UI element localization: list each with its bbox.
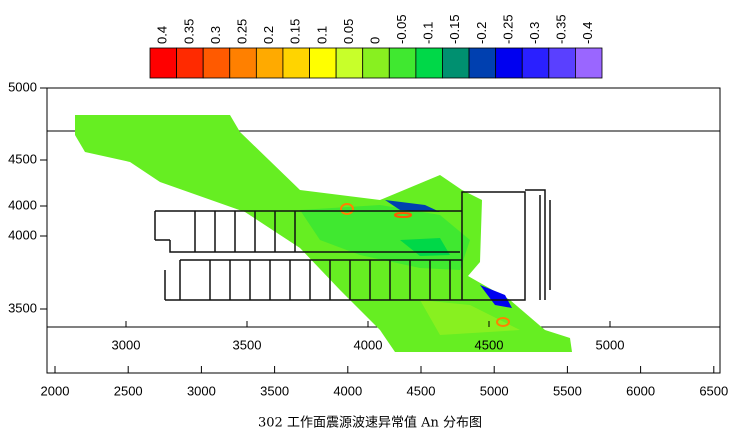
x-tick-label: 5500 xyxy=(553,383,582,398)
x-tick-label: 4000 xyxy=(333,383,362,398)
colorbar-cell xyxy=(415,47,443,79)
inner-x-tick-label: 3500 xyxy=(233,337,262,352)
colorbar-cell xyxy=(282,47,310,79)
colorbar-label: -0.05 xyxy=(394,14,409,44)
colorbar-cell xyxy=(176,47,204,79)
cut-lines xyxy=(194,211,451,300)
high-contour xyxy=(340,203,354,215)
field-patch xyxy=(420,300,520,335)
colorbar-cell xyxy=(575,47,603,79)
colorbar-cell xyxy=(149,47,177,79)
colorbar-cell xyxy=(442,47,470,79)
y-tick-label: 4500 xyxy=(8,151,37,166)
x-tick-label: 6000 xyxy=(626,383,655,398)
colorbar-label: -0.1 xyxy=(421,22,436,44)
low-patch xyxy=(385,200,440,212)
anomaly-field xyxy=(75,115,572,352)
colorbar-label: 0.3 xyxy=(208,26,223,44)
colorbar-label: 0.05 xyxy=(341,19,356,44)
colorbar-label: -0.15 xyxy=(447,14,462,44)
colorbar-label: 0 xyxy=(367,37,382,44)
inner-x-tick-label: 5000 xyxy=(596,337,625,352)
colorbar-cell xyxy=(362,47,390,79)
x-tick-label: 5000 xyxy=(480,383,509,398)
colorbar-cell xyxy=(495,47,523,79)
colorbar-cell xyxy=(335,47,364,79)
colorbar-label: -0.4 xyxy=(580,22,595,44)
y-tick-label: 4000 xyxy=(8,227,37,242)
x-tick-label: 2500 xyxy=(114,383,143,398)
outer-frame xyxy=(46,87,721,374)
colorbar-label: -0.35 xyxy=(554,14,569,44)
inner-x-tick-label: 4500 xyxy=(475,337,504,352)
x-tick-label: 4500 xyxy=(407,383,436,398)
colorbar-label: 0.35 xyxy=(181,19,196,44)
x-tick-label: 3500 xyxy=(260,383,289,398)
colorbar-cell xyxy=(548,47,576,79)
mine-layout xyxy=(154,189,551,301)
colorbar-label: 0.1 xyxy=(314,26,329,44)
colorbar-cell xyxy=(255,47,284,79)
inner-x-tick-label: 3000 xyxy=(112,337,141,352)
colorbar-cell xyxy=(229,47,257,79)
high-contour xyxy=(496,317,510,327)
colorbar-cell xyxy=(468,47,497,79)
colorbar-label: 0.25 xyxy=(234,19,249,44)
x-tick-label: 3000 xyxy=(187,383,216,398)
colorbar-cell xyxy=(521,47,550,79)
high-contour xyxy=(394,212,412,218)
colorbar-cell xyxy=(202,47,231,79)
colorbar-label: 0.4 xyxy=(155,26,170,44)
colorbar-label: -0.3 xyxy=(527,22,542,44)
colorbar: 0.4 0.35 0.3 0.25 0.2 0.15 0.1 0.05 0 -0.05 -0.1 -0… xyxy=(149,14,603,79)
axes: 2000 2500 3000 3500 4000 4500 5000 5500 6000 6500… xyxy=(8,79,728,398)
colorbar-label: -0.25 xyxy=(500,14,515,44)
y-tick-label: 5000 xyxy=(8,79,37,94)
y-tick-label: 3500 xyxy=(8,300,37,315)
colorbar-label: 0.15 xyxy=(288,19,303,44)
colorbar-cell xyxy=(388,47,417,79)
inner-x-tick-label: 4000 xyxy=(354,337,383,352)
roadways xyxy=(154,189,551,301)
x-tick-label: 6500 xyxy=(699,383,728,398)
low-patch xyxy=(480,285,512,308)
y-tick-label: 4000 xyxy=(8,197,37,212)
colorbar-label: 0.2 xyxy=(261,26,276,44)
colorbar-label: -0.2 xyxy=(474,22,489,44)
colorbar-cell xyxy=(309,47,337,79)
x-tick-label: 2000 xyxy=(41,383,70,398)
caption: 302 工作面震源波速异常值 An 分布图 xyxy=(258,415,482,431)
